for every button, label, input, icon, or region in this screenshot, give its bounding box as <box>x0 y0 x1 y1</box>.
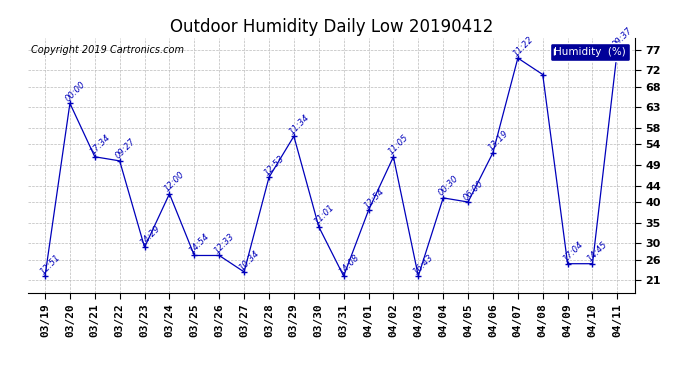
Text: 17:34: 17:34 <box>88 133 112 157</box>
Text: 11:22: 11:22 <box>511 34 535 58</box>
Text: 12:54: 12:54 <box>362 187 386 210</box>
Text: 14:45: 14:45 <box>586 240 610 264</box>
Text: 06:00: 06:00 <box>462 178 485 202</box>
Text: 09:27: 09:27 <box>113 137 137 161</box>
Text: 00:00: 00:00 <box>63 80 87 103</box>
Text: 17:04: 17:04 <box>561 240 585 264</box>
Title: Outdoor Humidity Daily Low 20190412: Outdoor Humidity Daily Low 20190412 <box>170 18 493 36</box>
Text: 16:43: 16:43 <box>412 252 435 276</box>
Text: 13:19: 13:19 <box>486 129 510 153</box>
Text: 12:33: 12:33 <box>213 232 237 255</box>
Text: 14:54: 14:54 <box>188 232 212 255</box>
Text: 09:37: 09:37 <box>611 26 635 50</box>
Text: Copyright 2019 Cartronics.com: Copyright 2019 Cartronics.com <box>30 45 184 55</box>
Text: 14:08: 14:08 <box>337 252 361 276</box>
Text: 00:30: 00:30 <box>437 174 460 198</box>
Legend: Humidity  (%): Humidity (%) <box>549 43 629 61</box>
Text: 12:00: 12:00 <box>163 170 187 194</box>
Text: 12:51: 12:51 <box>39 252 62 276</box>
Text: 11:05: 11:05 <box>387 133 411 157</box>
Text: 14:29: 14:29 <box>138 224 161 247</box>
Text: 12:53: 12:53 <box>263 154 286 177</box>
Text: 10:34: 10:34 <box>238 248 262 272</box>
Text: 11:34: 11:34 <box>288 112 311 136</box>
Text: 11:01: 11:01 <box>313 203 336 227</box>
